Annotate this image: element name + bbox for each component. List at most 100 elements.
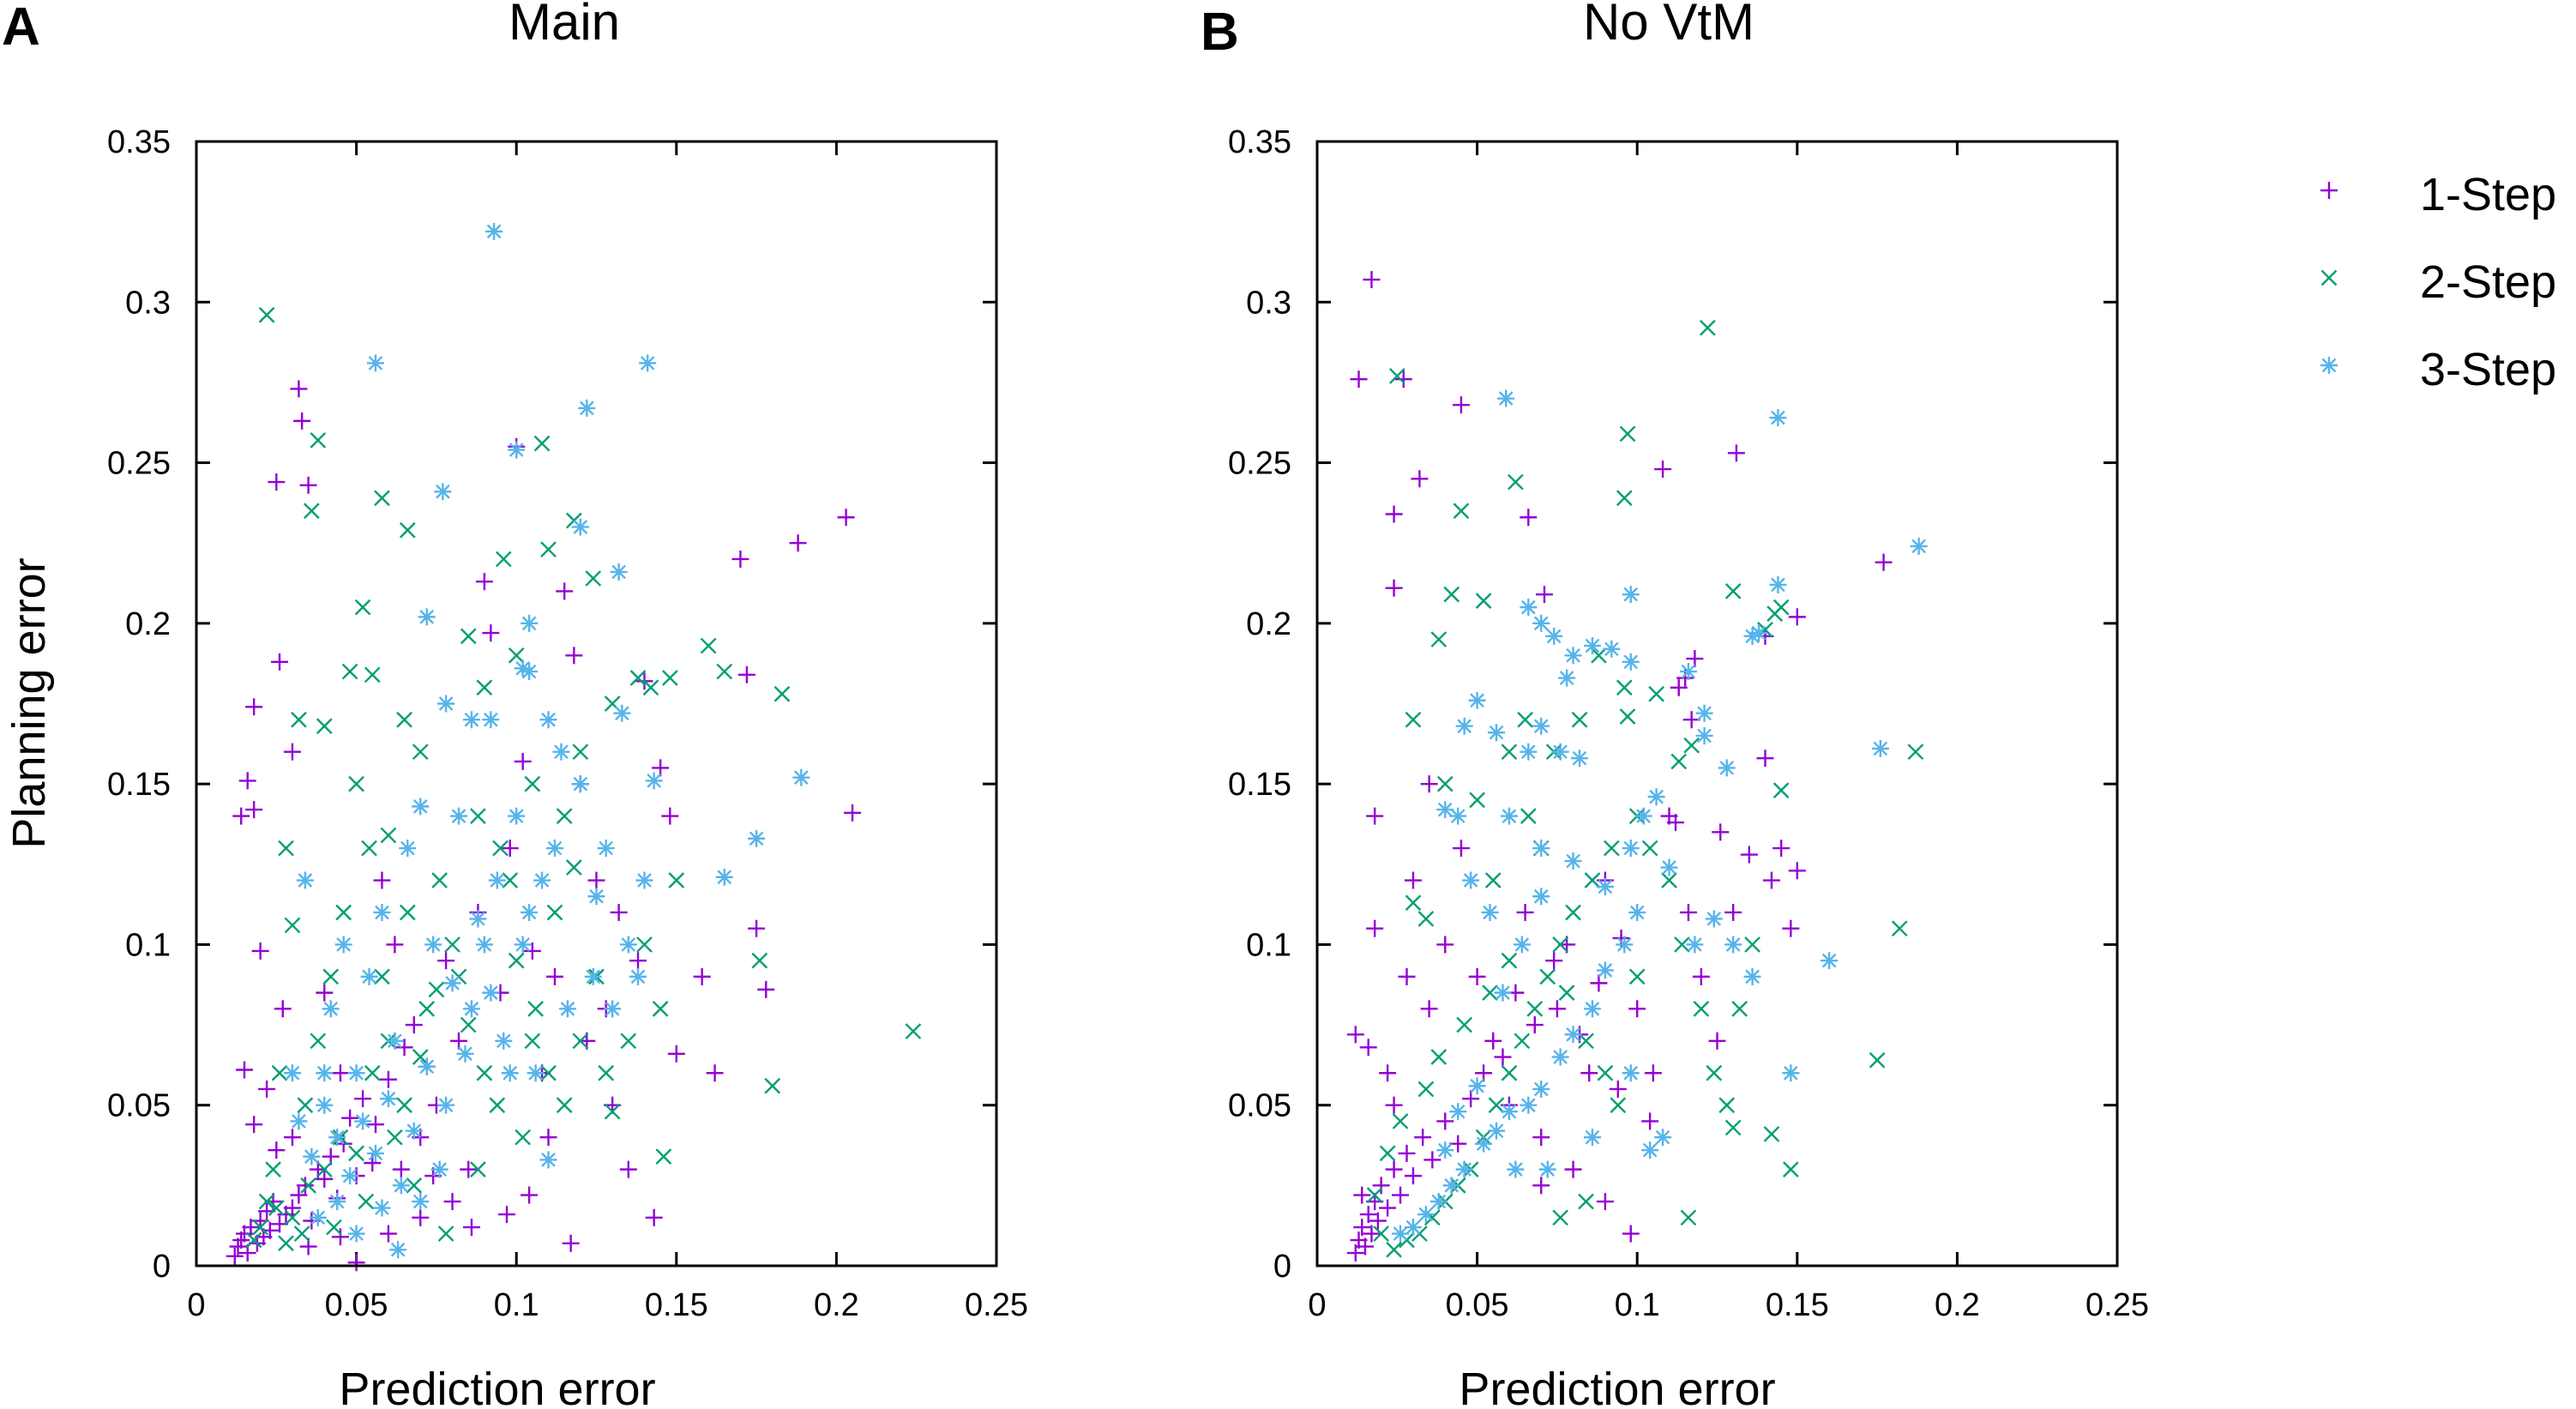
data-point: [1622, 840, 1640, 858]
data-point: [1372, 1177, 1390, 1195]
legend-label-2-step: 2-Step: [2420, 256, 2556, 308]
data-point: [1743, 967, 1761, 985]
data-point: [1436, 1141, 1454, 1159]
data-point: [1494, 984, 1512, 1002]
data-point: [1404, 871, 1422, 889]
data-point: [1705, 910, 1723, 928]
data-point: [1724, 583, 1742, 599]
panel-b-x-axis-label: Prediction error: [1459, 1364, 1775, 1409]
panel-a-y-tick-label: 0.05: [107, 1088, 171, 1124]
data-point: [1773, 599, 1790, 616]
data-point: [399, 840, 417, 858]
data-point: [1508, 473, 1524, 491]
data-point: [364, 1064, 381, 1081]
data-point: [1750, 624, 1768, 642]
data-point: [1591, 647, 1607, 664]
data-point: [1484, 872, 1502, 888]
data-point: [619, 936, 637, 954]
data-point: [1520, 743, 1538, 761]
data-point: [386, 936, 404, 954]
panel-a-y-tick-label: 0.35: [107, 124, 171, 160]
data-point: [1744, 936, 1760, 953]
data-point: [1545, 627, 1563, 645]
data-point: [1386, 1241, 1402, 1258]
data-point: [546, 904, 563, 921]
data-point: [1520, 1096, 1538, 1114]
data-point: [358, 1193, 375, 1210]
data-point: [379, 1070, 397, 1088]
data-point: [1699, 319, 1716, 336]
data-point: [524, 775, 541, 792]
panel-b-x-tick-label: 0.2: [1935, 1287, 1980, 1323]
data-point: [489, 1097, 506, 1114]
data-point: [1526, 1016, 1544, 1034]
data-point: [347, 1064, 365, 1082]
data-point: [278, 840, 294, 857]
data-point: [737, 665, 755, 683]
panel-b-x-tick-label: 0.1: [1615, 1287, 1660, 1323]
data-point: [1548, 1000, 1566, 1018]
data-point: [1392, 1113, 1409, 1129]
panel-b-y-tick-label: 0.3: [1246, 285, 1291, 321]
data-point: [341, 1167, 359, 1185]
data-point: [1501, 744, 1518, 761]
data-point: [1475, 593, 1492, 609]
data-point: [278, 1235, 294, 1252]
data-point: [1469, 792, 1485, 809]
data-point: [1875, 553, 1893, 571]
data-point: [1641, 1112, 1659, 1130]
panel-a-plot-frame: [195, 140, 998, 1267]
data-point: [1488, 1097, 1505, 1114]
data-point: [1404, 1219, 1422, 1237]
data-point: [1763, 1126, 1780, 1142]
data-point: [1654, 461, 1672, 479]
data-point: [1558, 669, 1576, 687]
panel-b-series-2-step: [1366, 319, 1924, 1258]
data-point: [251, 942, 269, 960]
data-point: [361, 840, 377, 857]
data-point: [498, 1206, 516, 1224]
panel-a-title: Main: [509, 0, 620, 51]
data-point: [1394, 370, 1412, 388]
data-point: [715, 868, 733, 886]
data-point: [310, 432, 327, 449]
data-point: [1388, 368, 1405, 384]
data-point: [1769, 575, 1787, 593]
data-point: [1619, 425, 1636, 443]
data-point: [245, 698, 263, 716]
data-point: [1724, 1119, 1742, 1136]
data-point: [585, 570, 602, 587]
data-point: [258, 1193, 275, 1210]
data-point: [245, 1231, 262, 1249]
data-point: [1417, 1206, 1435, 1224]
data-point: [521, 903, 539, 921]
panel-b-x-tick-label: 0: [1308, 1287, 1326, 1323]
data-point: [1571, 750, 1589, 768]
data-point: [469, 910, 487, 928]
data-point: [470, 808, 486, 824]
data-point: [1532, 840, 1550, 858]
data-point: [1468, 967, 1486, 985]
data-point: [380, 827, 397, 844]
panel-a-x-tick-label: 0.2: [814, 1287, 859, 1323]
data-point: [1580, 1064, 1598, 1082]
data-point: [527, 1000, 544, 1017]
data-point: [540, 541, 557, 558]
data-point: [1494, 1048, 1512, 1066]
data-point: [1453, 503, 1470, 520]
data-point: [562, 1234, 580, 1252]
data-point: [1392, 1225, 1410, 1243]
data-point: [1526, 1000, 1544, 1017]
data-point: [271, 1064, 288, 1081]
data-point: [539, 711, 557, 729]
panel-a-series-1-step: [226, 380, 862, 1272]
data-point: [1597, 1064, 1614, 1081]
data-point: [434, 483, 452, 501]
data-point: [1680, 1209, 1697, 1226]
data-point: [1468, 691, 1486, 709]
data-point: [460, 628, 477, 645]
data-point: [1634, 807, 1652, 825]
data-point: [252, 1219, 268, 1236]
data-point: [1647, 788, 1665, 806]
data-point: [374, 490, 390, 507]
